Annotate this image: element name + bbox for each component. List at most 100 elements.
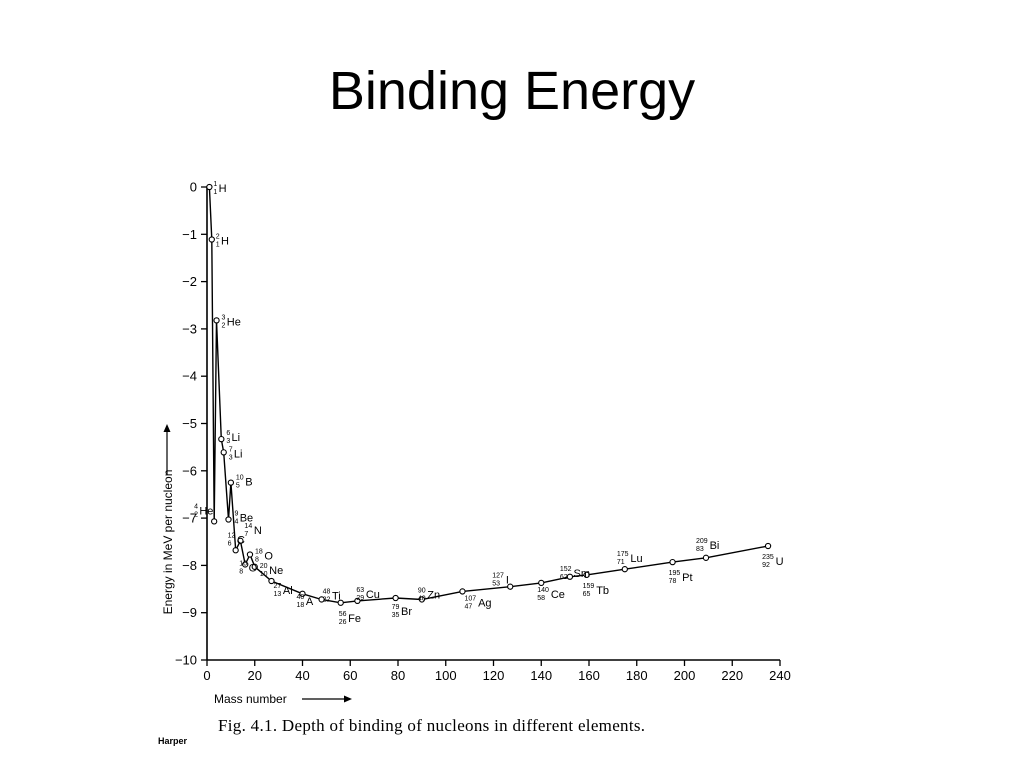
- element-symbol-label: Al: [283, 585, 293, 597]
- x-axis-label: Mass number: [214, 692, 287, 706]
- mass-number-label: 56: [339, 611, 347, 618]
- atomic-number-label: 8: [239, 568, 243, 575]
- element-symbol-label: Fe: [348, 613, 361, 625]
- element-label-li: 63 Li: [226, 430, 240, 445]
- mass-number-label: 48: [323, 588, 331, 595]
- element-label-he: 42 He: [194, 503, 213, 518]
- data-point: [208, 236, 215, 243]
- y-tick-label: −1: [182, 227, 197, 242]
- atomic-number-label: 2: [194, 511, 198, 518]
- element-label-li: 73 Li: [229, 446, 243, 461]
- data-point: [392, 594, 399, 602]
- y-tick-label: −7: [182, 511, 197, 526]
- axes: [206, 187, 780, 661]
- data-point: [237, 537, 244, 544]
- element-symbol-label: Br: [401, 606, 412, 618]
- atomic-number-label: 3: [229, 454, 233, 461]
- atomic-number-label: 13: [273, 591, 281, 598]
- x-tick-label: 80: [391, 668, 405, 683]
- y-tick-label: −9: [182, 605, 197, 620]
- data-point: [220, 449, 227, 456]
- mass-number-label: 107: [464, 595, 476, 602]
- y-tick-label: 0: [190, 180, 197, 195]
- atomic-number-label: 4: [234, 519, 238, 526]
- element-symbol-label: C: [237, 534, 245, 546]
- mass-number-label: 3: [222, 314, 226, 321]
- mass-number-label: 40: [297, 594, 305, 601]
- mass-number-label: 235: [762, 554, 774, 561]
- tick-group: 0−1−2−3−4−5−6−7−8−9−100 20 40 60 80 100 120 140…: [175, 180, 791, 684]
- mass-number-label: 90: [418, 587, 426, 594]
- atomic-number-label: 83: [696, 546, 704, 553]
- data-point: [583, 571, 590, 579]
- data-point: [764, 542, 772, 550]
- element-symbol-label: Tb: [596, 585, 609, 597]
- element-symbol-label: Pt: [682, 572, 692, 584]
- y-tick-label: −8: [182, 558, 197, 573]
- atomic-number-label: 2: [222, 322, 226, 329]
- atomic-number-label: 1: [216, 242, 220, 249]
- y-tick-label: −5: [182, 416, 197, 431]
- data-point: [213, 317, 220, 324]
- element-symbol-label: Li: [232, 432, 241, 444]
- mass-number-label: 152: [560, 566, 572, 573]
- mass-number-label: 195: [669, 570, 681, 577]
- atomic-number-label: 65: [583, 591, 591, 598]
- axis-arrows: [163, 424, 352, 703]
- element-symbol-label: Sm: [574, 568, 591, 580]
- data-point: [507, 583, 514, 590]
- point-group: [206, 183, 772, 606]
- data-point: [459, 588, 466, 595]
- atomic-number-label: 10: [260, 571, 268, 578]
- element-label-n: 147 N: [244, 523, 261, 538]
- y-tick-label: −2: [182, 274, 197, 289]
- element-symbol-label: A: [306, 596, 314, 608]
- mass-number-label: 175: [617, 551, 629, 558]
- element-symbol-label: O: [264, 551, 273, 563]
- element-label-he: 32 He: [222, 314, 241, 329]
- atomic-number-label: 53: [492, 581, 500, 588]
- y-axis-label: Energy in MeV per nucleon: [161, 470, 175, 615]
- atomic-number-label: 29: [356, 595, 364, 602]
- mass-number-label: 2: [216, 234, 220, 241]
- data-point: [669, 558, 676, 566]
- element-label-be: 94 Be: [234, 511, 253, 526]
- element-label-h: 21 H: [216, 234, 229, 249]
- atomic-number-label: 62: [560, 574, 568, 581]
- figure-caption: Fig. 4.1. Depth of binding of nucleons i…: [218, 716, 646, 735]
- data-point: [232, 547, 239, 554]
- atomic-number-label: 26: [339, 619, 347, 626]
- data-point: [418, 596, 426, 603]
- mass-number-label: 1: [213, 181, 217, 188]
- element-symbol-label: Ti: [332, 590, 341, 602]
- mass-number-label: 20: [260, 563, 268, 570]
- data-point: [227, 479, 235, 486]
- y-tick-label: −6: [182, 463, 197, 478]
- element-symbol-label: Cu: [366, 589, 380, 601]
- element-symbol-label: He: [227, 316, 241, 328]
- data-point: [299, 590, 306, 597]
- element-symbol-label: Ne: [269, 565, 283, 577]
- y-tick-label: −10: [175, 653, 197, 668]
- slide-title: Binding Energy: [328, 61, 696, 121]
- atomic-number-label: 92: [762, 562, 770, 569]
- x-tick-label: 60: [343, 668, 357, 683]
- x-tick-label: 160: [578, 668, 600, 683]
- atomic-number-label: 8: [255, 557, 259, 564]
- atomic-number-label: 22: [323, 596, 331, 603]
- mass-number-label: 4: [194, 503, 198, 510]
- y-tick-label: −3: [182, 321, 197, 336]
- element-symbol-label: Li: [234, 448, 243, 460]
- mass-number-label: 159: [583, 583, 595, 590]
- x-tick-label: 20: [248, 668, 262, 683]
